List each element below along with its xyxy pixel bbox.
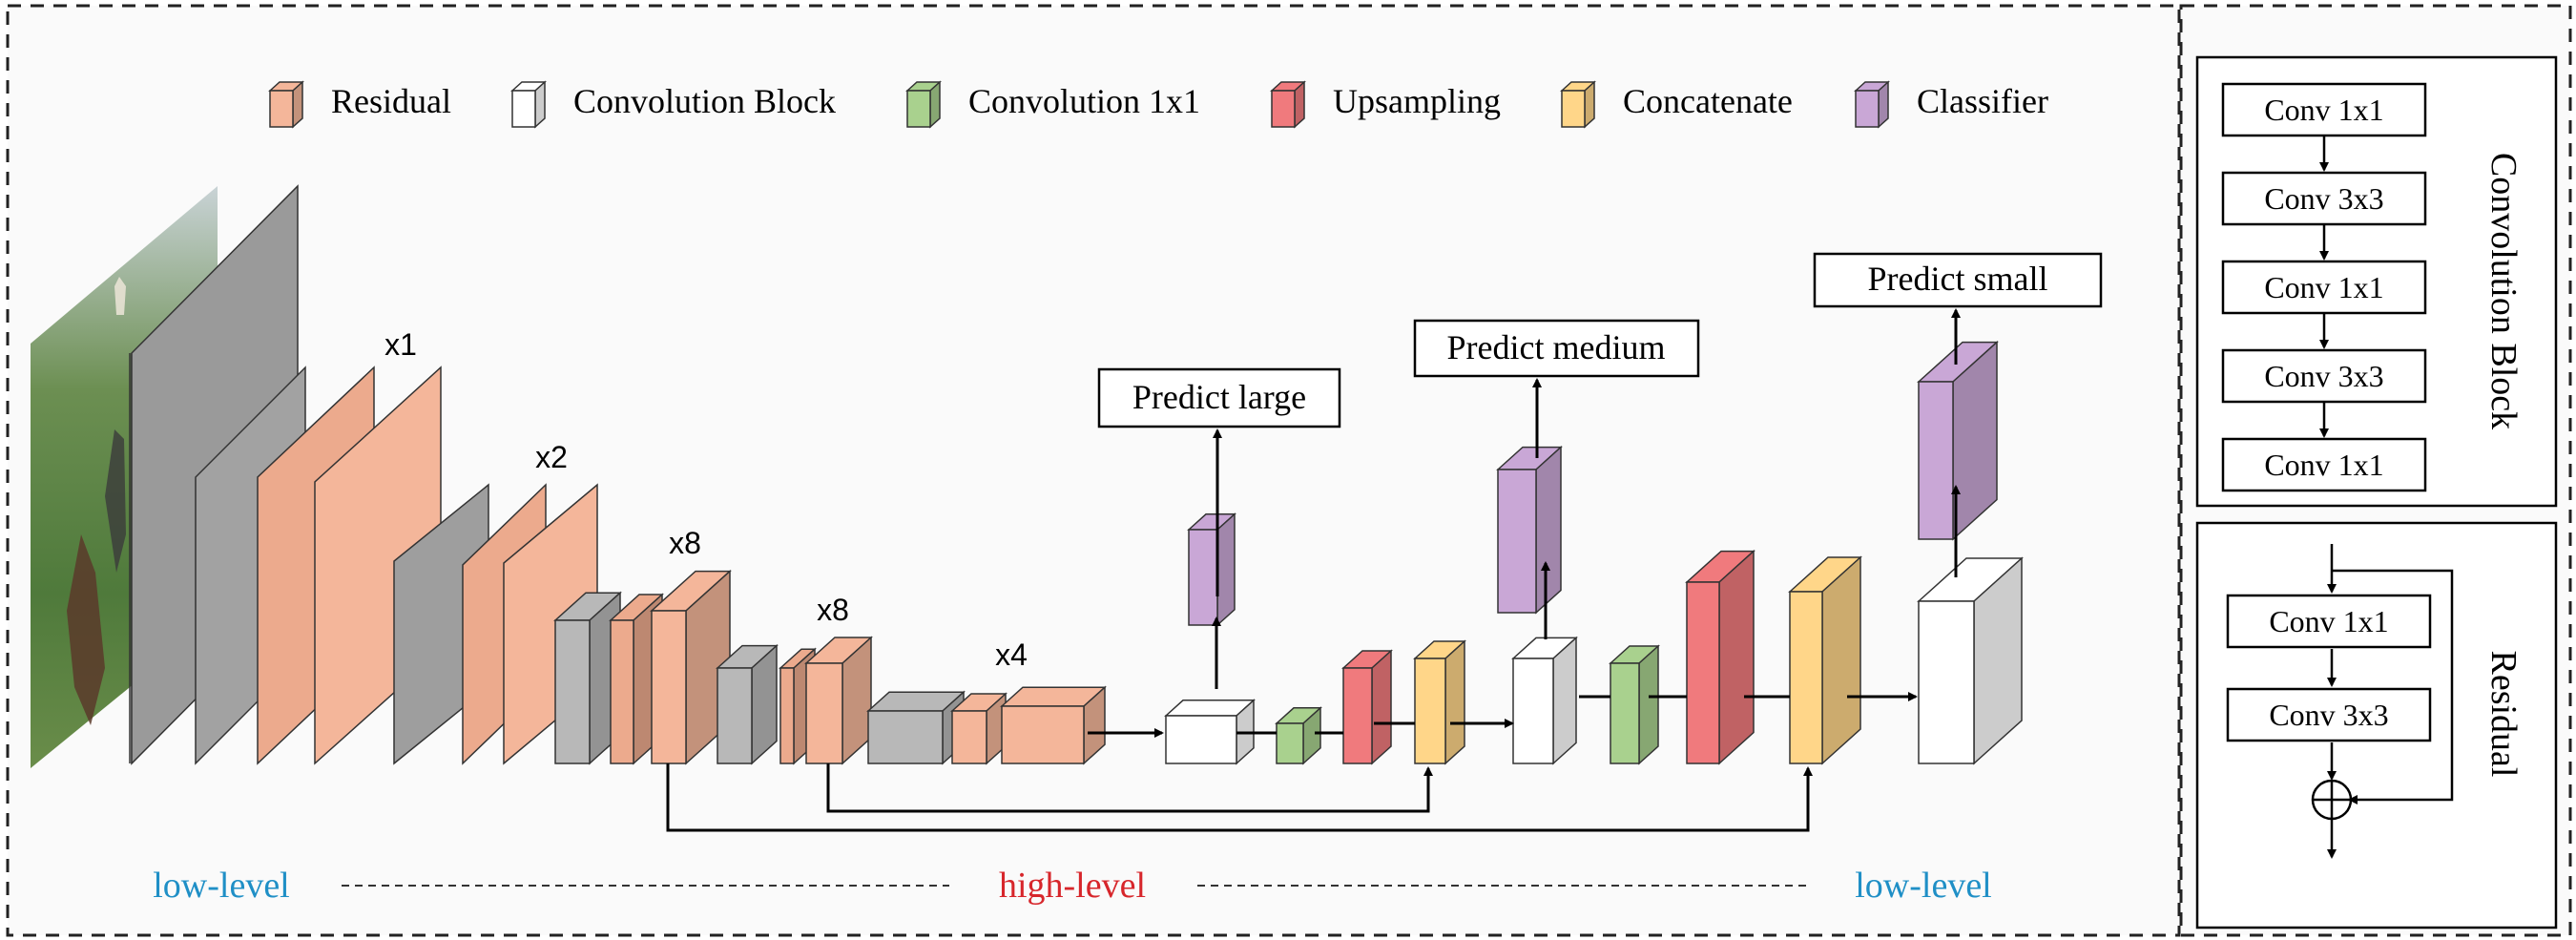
head-conv1x1-2	[1609, 644, 1660, 765]
head-upsample-2	[1685, 549, 1755, 765]
residual-step-label-2: Conv 3x3	[2269, 698, 2388, 732]
conv-step-box-4	[2221, 348, 2427, 404]
head-classifier-medium	[1496, 445, 1563, 615]
residual-step-box-1	[2226, 594, 2432, 649]
legend-label-4: Upsampling	[1333, 82, 1501, 120]
legend-swatch-4	[1270, 80, 1306, 129]
backbone-conv-6	[866, 690, 966, 765]
conv-block-steps: Conv 1x1 Conv 3x3 Conv 1x1 Conv 3x3 Conv 1x1	[2221, 82, 2427, 492]
legend-label-2: Convolution Block	[573, 82, 836, 120]
repeat-label-x2: x2	[535, 440, 568, 474]
repeat-label-x4: x4	[995, 637, 1028, 672]
head-conv-block-1	[1164, 699, 1256, 765]
legend-swatch-2	[510, 80, 547, 129]
legend-swatch-5	[1560, 80, 1596, 129]
residual-step-box-2	[2226, 687, 2432, 742]
predict-medium-box: Predict medium	[1413, 319, 1700, 378]
residual-skip-connection	[2332, 569, 2454, 804]
predict-medium-label: Predict medium	[1447, 328, 1666, 366]
conv-step-label-5: Conv 1x1	[2264, 448, 2383, 482]
head-conv1x1-1	[1275, 706, 1322, 765]
conv-step-box-1	[2221, 82, 2427, 137]
legend-swatch-1	[268, 80, 304, 129]
residual-block-x4-b	[1000, 685, 1107, 765]
residual-steps: Conv 1x1 Conv 3x3	[2226, 594, 2432, 742]
head-upsample-1	[1341, 649, 1393, 765]
predict-small-box: Predict small	[1813, 252, 2103, 308]
repeat-label-x1: x1	[384, 327, 417, 362]
conv-step-label-3: Conv 1x1	[2264, 270, 2383, 304]
repeat-label-x8-second: x8	[817, 593, 849, 627]
level-label-left: low-level	[153, 866, 290, 906]
conv-step-label-4: Conv 3x3	[2264, 359, 2383, 393]
level-label-right: low-level	[1855, 866, 1992, 906]
residual-panel: Conv 1x1 Conv 3x3 Residual	[2195, 521, 2558, 930]
residual-panel-title: Residual	[2483, 651, 2524, 778]
backbone-conv-5	[716, 643, 779, 765]
head-classifier-large	[1187, 512, 1236, 627]
head-conv-block-2	[1511, 636, 1578, 765]
conv-step-label-2: Conv 3x3	[2264, 181, 2383, 216]
conv-step-box-2	[2221, 171, 2427, 226]
residual-add-icon	[2311, 779, 2353, 821]
head-concat-2	[1788, 555, 1862, 765]
conv-block-panel-title: Convolution Block	[2483, 153, 2524, 429]
residual-block-x8-d	[804, 636, 873, 765]
predict-large-label: Predict large	[1132, 378, 1306, 416]
repeat-label-x8-first: x8	[669, 526, 701, 560]
residual-step-label-1: Conv 1x1	[2269, 604, 2388, 638]
conv-step-label-1: Conv 1x1	[2264, 93, 2383, 127]
legend-swatch-3	[905, 80, 942, 129]
connectors	[666, 308, 1961, 832]
layer-blocks	[129, 184, 2024, 765]
predict-large-box: Predict large	[1097, 367, 1341, 428]
residual-block-x4-a	[950, 692, 1008, 765]
level-label-middle: high-level	[999, 866, 1146, 906]
legend-swatch-6	[1854, 80, 1890, 129]
residual-block-x8-a	[609, 593, 664, 765]
skip-connection-1	[826, 763, 1433, 813]
head-concat-1	[1413, 639, 1466, 765]
conv-step-box-3	[2221, 260, 2427, 315]
legend: Residual Convolution Block Convolution 1x1…	[268, 80, 2048, 129]
head-classifier-small	[1917, 340, 1999, 541]
legend-label-3: Convolution 1x1	[968, 82, 1200, 120]
legend-label-5: Concatenate	[1623, 82, 1793, 120]
conv-step-box-5	[2221, 437, 2427, 492]
head-conv-block-3	[1917, 556, 2024, 765]
legend-label-6: Classifier	[1917, 82, 2048, 120]
skip-connection-2	[666, 763, 1813, 832]
legend-label-1: Residual	[331, 82, 451, 120]
predict-small-label: Predict small	[1868, 260, 2048, 298]
